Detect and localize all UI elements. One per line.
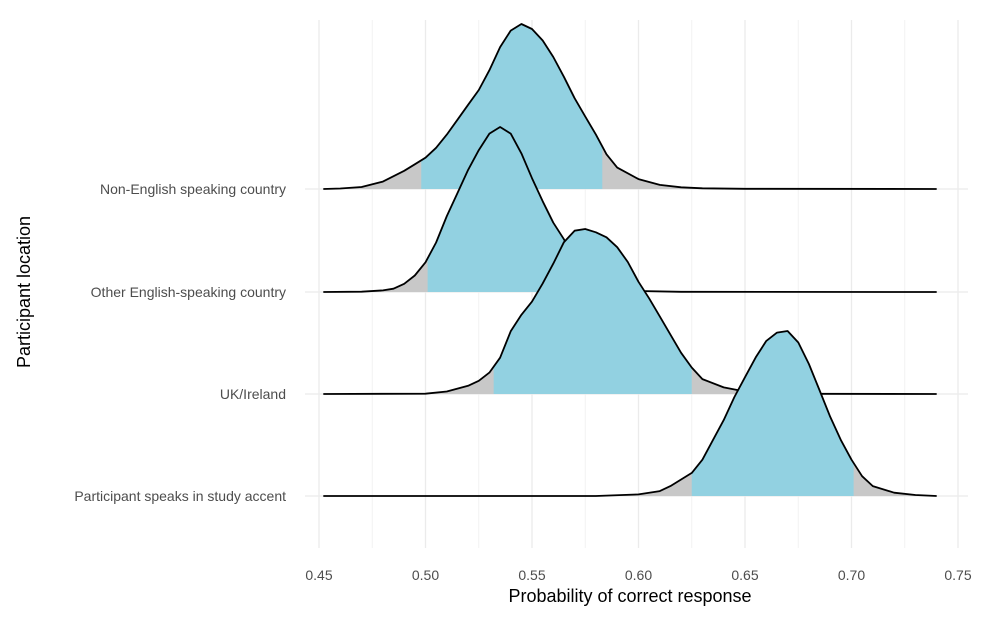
x-tick-labels: 0.45 0.50 0.55 0.60 0.65 0.70 0.75 — [305, 567, 971, 583]
y-tick-label: Other English-speaking country — [91, 284, 286, 300]
density-ridges — [323, 23, 937, 497]
ridge-2 — [323, 228, 937, 395]
x-tick-label: 0.55 — [518, 567, 545, 583]
y-tick-label: UK/Ireland — [220, 386, 286, 402]
density-outline — [323, 330, 937, 497]
density-interval-area — [427, 127, 571, 292]
y-tick-labels: Non-English speaking country Other Englis… — [74, 181, 286, 504]
x-tick-label: 0.75 — [944, 567, 971, 583]
y-tick-label: Participant speaks in study accent — [74, 488, 286, 504]
x-tick-label: 0.60 — [625, 567, 652, 583]
x-tick-label: 0.70 — [838, 567, 865, 583]
y-tick-label: Non-English speaking country — [100, 181, 286, 197]
density-outline — [323, 23, 937, 190]
density-interval-area — [493, 229, 692, 394]
y-axis-title: Participant location — [14, 216, 34, 368]
x-axis-title: Probability of correct response — [508, 586, 751, 606]
ridge-0 — [323, 23, 937, 190]
x-tick-label: 0.45 — [305, 567, 332, 583]
x-tick-label: 0.65 — [731, 567, 758, 583]
density-interval-area — [691, 331, 854, 496]
ridge-3 — [323, 330, 937, 497]
density-outline — [323, 228, 937, 395]
x-tick-label: 0.50 — [412, 567, 439, 583]
